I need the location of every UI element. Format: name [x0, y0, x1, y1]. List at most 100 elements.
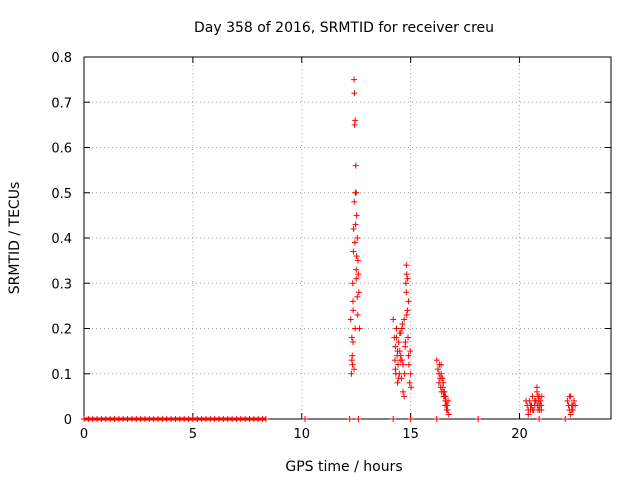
- y-tick-label: 0.4: [51, 232, 72, 247]
- data-point: [401, 316, 408, 323]
- data-point: [397, 352, 404, 359]
- data-point: [538, 402, 545, 409]
- data-point: [407, 348, 414, 355]
- data-point: [354, 311, 361, 318]
- data-point: [391, 357, 398, 364]
- y-tick-label: 0.6: [51, 142, 72, 157]
- data-point: [390, 416, 397, 422]
- y-tick-label: 0.2: [51, 323, 72, 338]
- data-point: [396, 330, 403, 337]
- data-point: [351, 76, 358, 83]
- data-point: [302, 416, 309, 422]
- data-point: [533, 384, 540, 391]
- data-point: [440, 379, 447, 386]
- axis-ticks: 0 5 10 15 20 0 0.1 0.2 0.3 0.4 0.5 0.6 0.7 0.8: [51, 51, 611, 442]
- data-point: [536, 393, 543, 400]
- data-point: [525, 411, 532, 418]
- data-point: [401, 370, 408, 377]
- data-point: [403, 311, 410, 318]
- y-tick-label: 0.1: [51, 368, 72, 383]
- data-point: [434, 366, 441, 373]
- data-point: [352, 117, 359, 124]
- data-point: [532, 397, 539, 404]
- data-point: [407, 416, 414, 422]
- data-point: [433, 357, 440, 364]
- data-point: [564, 397, 571, 404]
- data-point: [439, 375, 446, 382]
- data-point: [475, 416, 482, 422]
- data-point: [353, 212, 360, 219]
- data-point: [401, 393, 408, 400]
- data-point: [562, 416, 569, 422]
- data-point: [440, 388, 447, 395]
- data-point: [444, 406, 451, 413]
- y-axis-label: SRMTID / TECUs: [7, 182, 23, 295]
- data-point: [352, 221, 359, 228]
- data-point: [353, 253, 360, 260]
- data-point: [354, 293, 361, 300]
- data-point: [351, 366, 358, 373]
- data-point: [566, 393, 573, 400]
- data-point: [396, 370, 403, 377]
- y-tick-label: 0: [64, 413, 72, 428]
- data-point: [405, 334, 412, 341]
- data-point: [349, 361, 356, 368]
- data-point: [351, 198, 358, 205]
- data-point: [347, 316, 354, 323]
- y-tick-label: 0.5: [51, 187, 72, 202]
- data-point: [350, 248, 357, 255]
- chart-title: Day 358 of 2016, SRMTID for receiver cre…: [194, 20, 494, 36]
- data-point: [348, 334, 355, 341]
- data-point: [392, 366, 399, 373]
- data-point: [355, 289, 362, 296]
- data-point: [568, 406, 575, 413]
- data-point: [443, 402, 450, 409]
- x-tick-label: 0: [80, 427, 88, 442]
- data-point: [394, 379, 401, 386]
- data-point: [442, 397, 449, 404]
- data-point: [567, 411, 574, 418]
- y-tick-label: 0.3: [51, 277, 72, 292]
- data-point: [351, 239, 358, 246]
- data-point: [354, 257, 361, 264]
- x-tick-label: 15: [402, 427, 419, 442]
- data-point: [529, 393, 536, 400]
- data-point: [526, 397, 533, 404]
- data-point: [402, 280, 409, 287]
- data-point: [352, 325, 359, 332]
- data-point: [354, 235, 361, 241]
- data-point: [403, 289, 410, 296]
- data-point: [529, 406, 536, 413]
- data-point: [349, 280, 356, 287]
- data-point: [438, 361, 445, 368]
- data-point: [445, 411, 452, 418]
- data-point: [399, 320, 406, 327]
- data-point: [402, 339, 409, 346]
- data-point: [433, 416, 440, 422]
- x-tick-label: 10: [293, 427, 310, 442]
- data-point: [400, 388, 407, 395]
- y-tick-label: 0.7: [51, 96, 72, 111]
- y-tick-label: 0.8: [51, 51, 72, 66]
- data-point: [400, 361, 407, 368]
- data-point: [405, 352, 412, 359]
- data-point: [406, 379, 413, 386]
- data-point: [352, 162, 359, 169]
- data-point: [353, 189, 360, 196]
- x-axis-label: GPS time / hours: [285, 459, 402, 475]
- data-point: [405, 361, 412, 368]
- grid-lines: [84, 57, 611, 419]
- data-point: [536, 416, 543, 422]
- data-point: [527, 402, 534, 409]
- data-point: [398, 357, 405, 364]
- data-point: [351, 90, 358, 97]
- data-point: [535, 406, 542, 413]
- data-point: [403, 262, 410, 269]
- data-point: [393, 334, 400, 341]
- data-point: [394, 348, 401, 355]
- data-point: [393, 325, 400, 332]
- plot-frame: [83, 56, 612, 420]
- data-point: [348, 370, 355, 377]
- data-point: [353, 275, 360, 282]
